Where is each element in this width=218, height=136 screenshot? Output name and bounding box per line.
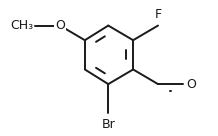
Text: O: O <box>186 78 196 91</box>
Text: CH₃: CH₃ <box>10 19 34 32</box>
Text: O: O <box>55 19 65 32</box>
Text: Br: Br <box>101 118 115 131</box>
Text: F: F <box>155 8 162 21</box>
